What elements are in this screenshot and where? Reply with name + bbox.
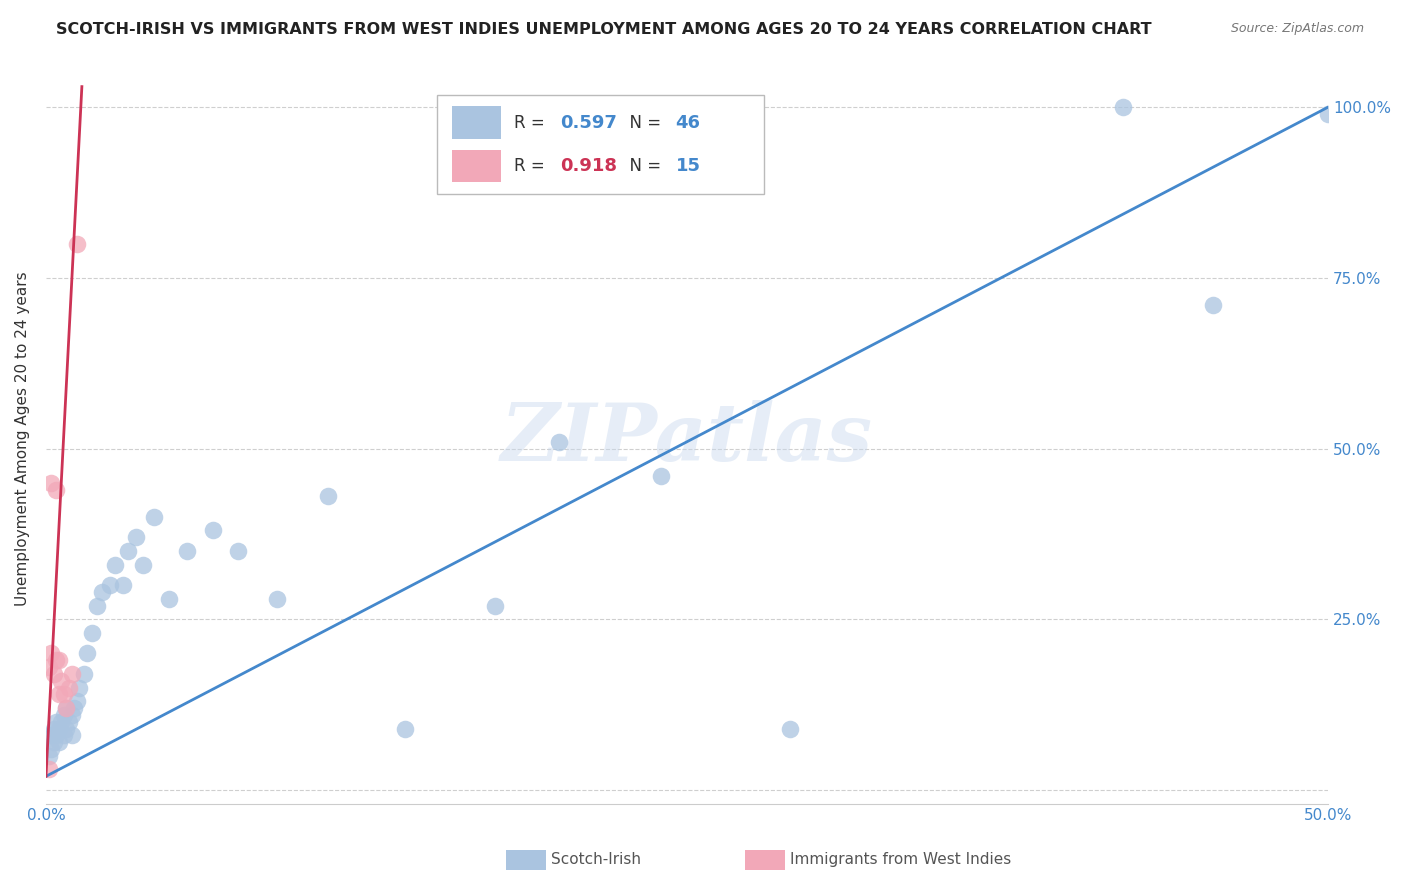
Point [45, 483, 67, 497]
Text: R =: R = [515, 157, 550, 175]
Point [73, 666, 96, 681]
FancyBboxPatch shape [437, 95, 763, 194]
Point [104, 558, 127, 572]
Point [39, 647, 62, 661]
Text: 0.918: 0.918 [560, 157, 617, 175]
Point [48, 735, 70, 749]
Point [132, 558, 155, 572]
Point [176, 544, 198, 558]
Point [157, 591, 180, 606]
Point [39, 742, 62, 756]
Text: Source: ZipAtlas.com: Source: ZipAtlas.com [1230, 22, 1364, 36]
Point [226, 544, 249, 558]
Text: Immigrants from West Indies: Immigrants from West Indies [790, 853, 1011, 867]
Point [316, 489, 339, 503]
Point [484, 599, 506, 613]
Point [60, 707, 83, 722]
Point [1112, 100, 1135, 114]
Point [82, 626, 104, 640]
Point [45, 653, 67, 667]
Point [125, 530, 148, 544]
FancyBboxPatch shape [453, 106, 501, 138]
Point [39, 475, 62, 490]
Point [67, 681, 90, 695]
Point [52, 707, 75, 722]
Point [55, 701, 77, 715]
Text: ZIPatlas: ZIPatlas [501, 400, 873, 477]
Point [1317, 107, 1340, 121]
Point [48, 687, 70, 701]
Point [45, 714, 67, 729]
Point [201, 524, 224, 538]
Text: 46: 46 [675, 113, 700, 131]
Y-axis label: Unemployment Among Ages 20 to 24 years: Unemployment Among Ages 20 to 24 years [15, 271, 30, 606]
Point [98, 578, 121, 592]
FancyBboxPatch shape [453, 150, 501, 182]
Point [650, 468, 672, 483]
Point [38, 763, 60, 777]
Point [142, 509, 165, 524]
Point [38, 748, 60, 763]
Point [60, 728, 83, 742]
Point [52, 728, 75, 742]
Text: R =: R = [515, 113, 550, 131]
Point [39, 728, 62, 742]
Point [76, 647, 98, 661]
Point [117, 544, 139, 558]
Point [55, 701, 77, 715]
Point [42, 735, 65, 749]
Point [42, 722, 65, 736]
Point [63, 701, 86, 715]
Point [266, 591, 288, 606]
Point [51, 714, 73, 729]
Point [66, 236, 89, 251]
Text: 0.597: 0.597 [560, 113, 617, 131]
Point [48, 722, 70, 736]
Text: N =: N = [619, 113, 666, 131]
Point [60, 666, 83, 681]
Point [91, 585, 114, 599]
Point [52, 687, 75, 701]
Point [547, 434, 569, 449]
Point [779, 722, 801, 736]
Point [1202, 298, 1225, 312]
Point [48, 653, 70, 667]
Text: Scotch-Irish: Scotch-Irish [551, 853, 641, 867]
Point [42, 666, 65, 681]
Point [111, 578, 134, 592]
Text: 15: 15 [675, 157, 700, 175]
Point [66, 694, 89, 708]
Point [86, 599, 108, 613]
Point [58, 681, 80, 695]
Text: SCOTCH-IRISH VS IMMIGRANTS FROM WEST INDIES UNEMPLOYMENT AMONG AGES 20 TO 24 YEA: SCOTCH-IRISH VS IMMIGRANTS FROM WEST IND… [56, 22, 1152, 37]
Point [51, 673, 73, 688]
Text: N =: N = [619, 157, 666, 175]
Point [38, 660, 60, 674]
Point [58, 714, 80, 729]
Point [45, 728, 67, 742]
Point [394, 722, 416, 736]
Point [55, 722, 77, 736]
